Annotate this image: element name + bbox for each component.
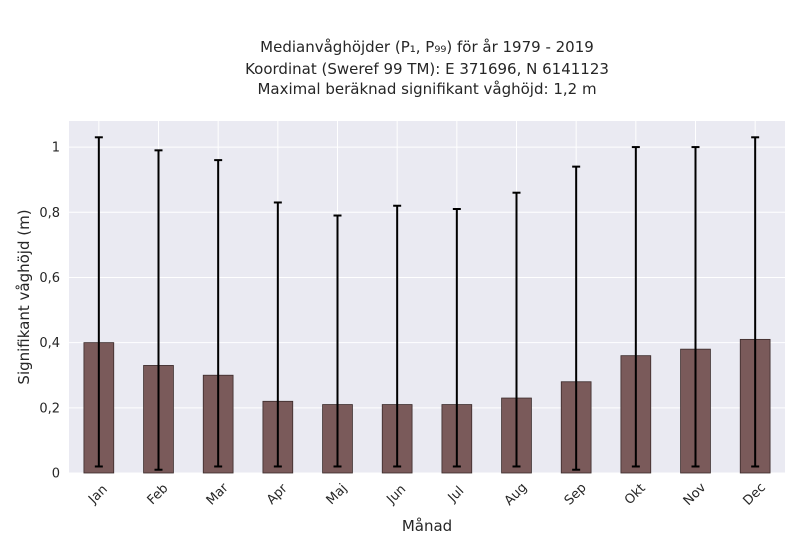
y-tick-label: 1 <box>52 141 60 156</box>
y-tick-label: 0,4 <box>39 336 60 351</box>
x-tick-label: Maj <box>324 481 351 508</box>
error-bar-jun <box>393 204 402 468</box>
title-line-2: Koordinat (Sweref 99 TM): E 371696, N 61… <box>245 60 609 78</box>
error-bar-mar <box>214 159 223 468</box>
y-tick-label: 0,8 <box>39 206 60 221</box>
x-tick-labels: Jan Feb Mar Apr Maj Jun Jul Aug Sep Okt Nov Dec <box>85 480 769 509</box>
title-line-1: Medianvåghöjder (P₁, P₉₉) för år 1979 - … <box>260 38 594 56</box>
error-bar-aug <box>512 191 521 468</box>
x-tick-label: Apr <box>264 481 291 508</box>
y-tick-label: 0,2 <box>39 401 60 416</box>
x-tick-label: Okt <box>622 481 649 508</box>
y-tick-labels: 0 0,2 0,4 0,6 0,8 1 <box>39 141 60 482</box>
error-bar-nov <box>691 146 700 468</box>
x-tick-label: Jul <box>445 484 467 506</box>
error-bar-maj <box>333 214 342 468</box>
x-tick-label: Mar <box>204 480 232 508</box>
error-bar-jul <box>452 208 461 468</box>
error-bar-sep <box>572 165 581 471</box>
x-tick-label: Jun <box>383 482 409 508</box>
x-axis-label: Månad <box>402 517 452 535</box>
error-bar-apr <box>273 201 282 468</box>
title-line-3: Maximal beräknad signifikant våghöjd: 1,… <box>257 80 596 98</box>
chart-title: Medianvåghöjder (P₁, P₉₉) för år 1979 - … <box>245 38 609 98</box>
y-tick-label: 0 <box>52 467 60 482</box>
error-bars <box>94 136 760 471</box>
y-axis-label: Signifikant våghöjd (m) <box>15 209 33 384</box>
y-tick-label: 0,6 <box>39 271 60 286</box>
x-tick-label: Jan <box>85 482 110 507</box>
x-tick-label: Dec <box>740 480 768 508</box>
x-tick-label: Nov <box>681 480 710 509</box>
x-tick-label: Feb <box>145 481 172 508</box>
error-bar-okt <box>631 146 640 468</box>
error-bar-dec <box>751 136 760 468</box>
error-bar-jan <box>94 136 103 468</box>
x-tick-label: Sep <box>562 481 590 509</box>
plot-area <box>69 121 785 473</box>
x-tick-label: Aug <box>502 480 531 509</box>
error-bar-feb <box>154 149 163 471</box>
